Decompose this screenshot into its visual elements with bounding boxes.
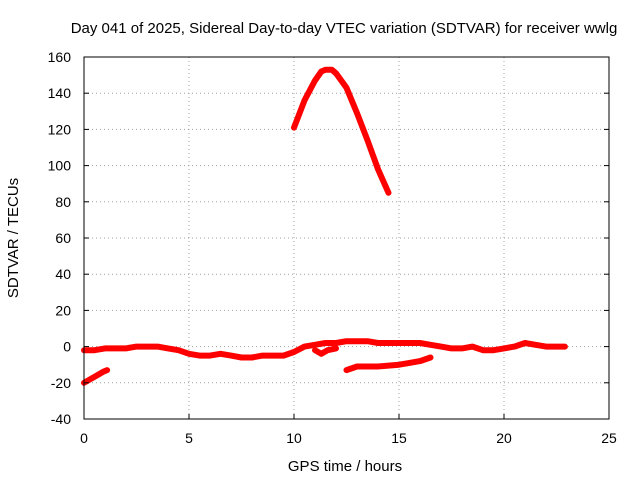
x-tick-label: 10 — [286, 430, 302, 446]
series-line-dip-trace — [312, 345, 339, 357]
x-tick-label: 0 — [80, 430, 88, 446]
grid — [84, 57, 609, 419]
y-tick-label: 20 — [55, 302, 71, 318]
x-axis-label: GPS time / hours — [288, 458, 402, 475]
x-tick-label: 5 — [185, 430, 193, 446]
y-tick-label: 160 — [48, 49, 72, 65]
chart-title: Day 041 of 2025, Sidereal Day-to-day VTE… — [71, 20, 618, 37]
y-tick-label: 100 — [48, 158, 72, 174]
x-tick-label: 20 — [496, 430, 512, 446]
y-axis-label: SDTVAR / TECUs — [5, 178, 22, 298]
tick-labels: 0 5 10 15 20 25 -40 -20 0 20 40 60 80 100 120 140 160 — [48, 49, 617, 446]
series-line-main-trace — [81, 338, 568, 361]
y-tick-label: 40 — [55, 266, 71, 282]
y-tick-label: 140 — [48, 85, 72, 101]
data-series — [81, 66, 568, 386]
y-tick-label: 120 — [48, 121, 72, 137]
series-line-early-trace — [81, 367, 111, 386]
y-tick-label: 0 — [63, 339, 71, 355]
series-line-secondary-trace — [291, 66, 392, 196]
plot-frame — [83, 56, 610, 420]
y-tick-label: -20 — [51, 375, 71, 391]
x-tick-label: 15 — [391, 430, 407, 446]
y-tick-label: 80 — [55, 194, 71, 210]
y-tick-label: -40 — [51, 411, 71, 427]
x-tick-label: 25 — [601, 430, 617, 446]
y-tick-label: 60 — [55, 230, 71, 246]
series-line-lower-trace — [343, 354, 434, 374]
